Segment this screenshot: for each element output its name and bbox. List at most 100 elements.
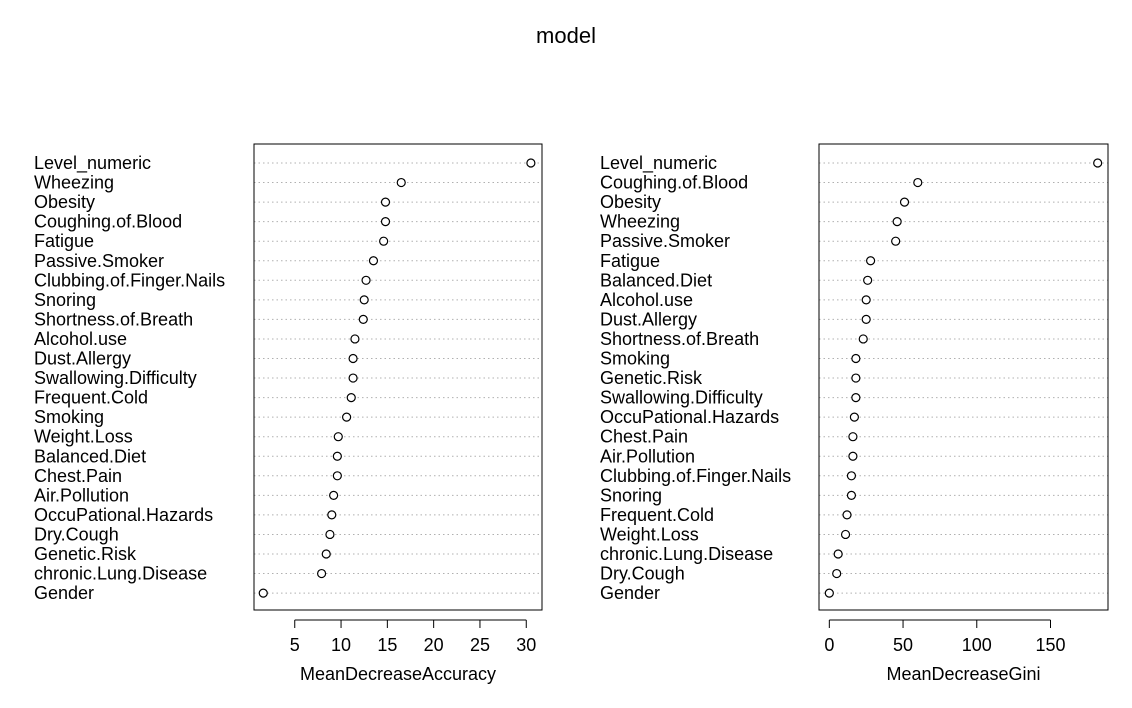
- variable-label: Balanced.Diet: [600, 270, 712, 290]
- data-point: [333, 432, 343, 442]
- plot-box: [818, 143, 1109, 611]
- data-point: [379, 236, 389, 246]
- variable-label: Snoring: [34, 290, 96, 310]
- data-point: [258, 588, 268, 598]
- data-point: [824, 588, 834, 598]
- data-point: [350, 334, 360, 344]
- data-point: [863, 275, 873, 285]
- data-point: [832, 568, 842, 579]
- data-point: [851, 353, 861, 364]
- x-tick-label: 30: [516, 635, 536, 655]
- data-point: [840, 529, 851, 540]
- variable-label: Weight.Loss: [600, 524, 699, 544]
- data-point: [842, 510, 852, 520]
- variable-label: Air.Pollution: [600, 446, 695, 466]
- data-point: [342, 412, 352, 422]
- variable-label: Level_numeric: [34, 153, 151, 174]
- variable-label: Dry.Cough: [600, 564, 685, 584]
- variable-label: Shortness.of.Breath: [600, 329, 759, 349]
- variable-label: chronic.Lung.Disease: [34, 564, 207, 584]
- panel-mean-decrease-accuracy: Level_numericWheezingObesityCoughing.of.…: [34, 143, 543, 684]
- x-axis-label: MeanDecreaseGini: [886, 664, 1040, 684]
- x-tick-label: 0: [824, 635, 834, 655]
- variable-label: Weight.Loss: [34, 427, 133, 447]
- variable-label: Genetic.Risk: [600, 368, 703, 388]
- data-point: [526, 158, 536, 168]
- data-point: [858, 334, 868, 344]
- variable-label: Clubbing.of.Finger.Nails: [600, 466, 791, 486]
- data-point: [368, 256, 379, 266]
- variable-label: Passive.Smoker: [34, 251, 164, 271]
- data-point: [325, 529, 335, 540]
- data-point: [358, 314, 368, 324]
- variable-label: OccuPational.Hazards: [34, 505, 213, 525]
- variable-label: Frequent.Cold: [600, 505, 714, 525]
- x-tick-label: 20: [424, 635, 444, 655]
- data-point: [846, 490, 857, 500]
- data-point: [899, 197, 910, 207]
- variable-label: Fatigue: [600, 251, 660, 271]
- x-tick-label: 15: [377, 635, 397, 655]
- data-point: [849, 412, 859, 422]
- variable-label: Shortness.of.Breath: [34, 309, 193, 329]
- x-tick-label: 25: [470, 635, 490, 655]
- variable-label: Fatigue: [34, 231, 94, 251]
- data-point: [1093, 158, 1103, 168]
- chart-title: model: [536, 23, 596, 48]
- variable-label: Coughing.of.Blood: [34, 212, 182, 232]
- variable-label: Smoking: [34, 407, 104, 427]
- data-point: [317, 568, 327, 579]
- variable-label: Wheezing: [600, 212, 680, 232]
- x-axis-label: MeanDecreaseAccuracy: [300, 664, 496, 684]
- variable-label: chronic.Lung.Disease: [600, 544, 773, 564]
- variable-label: Passive.Smoker: [600, 231, 730, 251]
- data-point: [348, 373, 358, 383]
- data-point: [329, 490, 339, 500]
- variable-label: OccuPational.Hazards: [600, 407, 779, 427]
- plot-box: [253, 143, 543, 611]
- variable-label: Dust.Allergy: [600, 309, 697, 329]
- data-point: [913, 177, 923, 188]
- data-point: [359, 295, 369, 305]
- data-point: [327, 510, 337, 520]
- data-point: [332, 471, 342, 481]
- variable-label: Obesity: [600, 192, 661, 212]
- data-point: [396, 177, 406, 188]
- variable-label: Chest.Pain: [34, 466, 122, 486]
- data-point: [851, 393, 861, 403]
- variable-label: Obesity: [34, 192, 95, 212]
- data-point: [861, 314, 871, 324]
- variable-label: Alcohol.use: [600, 290, 693, 310]
- data-point: [846, 471, 857, 481]
- variable-label: Genetic.Risk: [34, 544, 137, 564]
- x-tick-label: 50: [893, 635, 913, 655]
- variable-label: Frequent.Cold: [34, 388, 148, 408]
- variable-label: Level_numeric: [600, 153, 717, 174]
- variable-label: Dust.Allergy: [34, 349, 131, 369]
- data-point: [380, 217, 391, 227]
- variable-label: Air.Pollution: [34, 485, 129, 505]
- variable-label: Swallowing.Difficulty: [34, 368, 197, 388]
- data-point: [346, 393, 356, 403]
- variable-label: Snoring: [600, 485, 662, 505]
- data-point: [332, 451, 342, 461]
- data-point: [866, 256, 876, 266]
- data-point: [848, 451, 858, 461]
- x-tick-label: 5: [290, 635, 300, 655]
- data-point: [321, 549, 331, 559]
- variable-label: Dry.Cough: [34, 524, 119, 544]
- x-tick-label: 10: [331, 635, 351, 655]
- data-point: [891, 236, 901, 246]
- variable-label: Gender: [34, 583, 94, 603]
- data-point: [892, 217, 902, 227]
- variable-label: Smoking: [600, 349, 670, 369]
- data-point: [361, 275, 371, 285]
- data-point: [348, 353, 358, 364]
- variable-label: Clubbing.of.Finger.Nails: [34, 270, 225, 290]
- variable-label: Chest.Pain: [600, 427, 688, 447]
- variable-label: Coughing.of.Blood: [600, 173, 748, 193]
- variable-label: Alcohol.use: [34, 329, 127, 349]
- data-point: [861, 295, 871, 305]
- variable-label: Swallowing.Difficulty: [600, 388, 763, 408]
- data-point: [848, 432, 858, 442]
